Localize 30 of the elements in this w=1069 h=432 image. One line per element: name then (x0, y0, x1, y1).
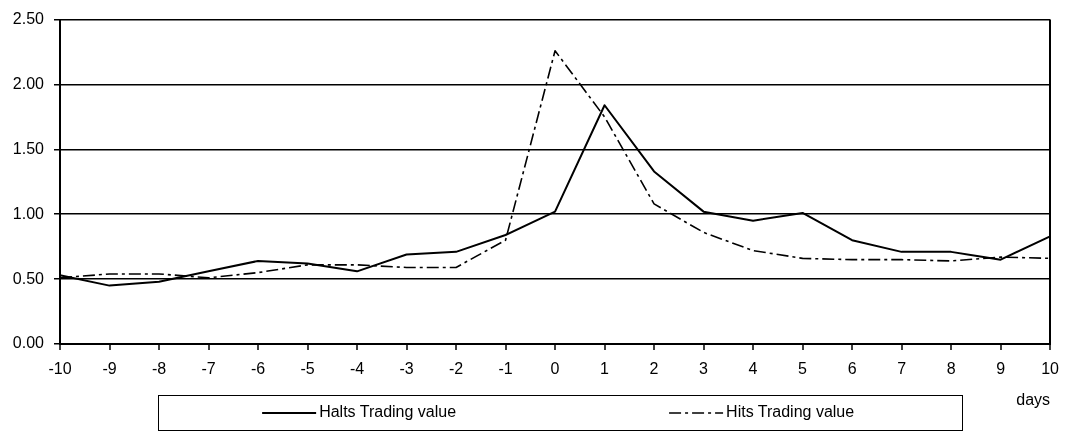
x-tick-label: 9 (996, 360, 1006, 378)
x-axis-title: days (1016, 390, 1051, 408)
x-tick-label: -6 (250, 360, 266, 378)
y-tick-label: 1.00 (12, 204, 45, 222)
x-tick-label: 0 (550, 360, 560, 378)
x-tick-label: 10 (1041, 360, 1060, 378)
y-tick-label: 1.50 (12, 139, 45, 157)
x-tick-label: 3 (699, 360, 709, 378)
x-tick-label: 6 (847, 360, 857, 378)
x-tick-label: -4 (349, 360, 365, 378)
x-tick-label: 7 (897, 360, 907, 378)
x-tick-label: -8 (151, 360, 167, 378)
x-tick-label: 1 (600, 360, 610, 378)
x-tick-label: 2 (649, 360, 659, 378)
x-tick-label: 5 (798, 360, 808, 378)
x-tick-label: 4 (748, 360, 758, 378)
y-tick-label: 0.00 (12, 334, 45, 352)
y-tick-label: 2.50 (12, 10, 45, 28)
x-tick-label: -9 (102, 360, 117, 378)
x-tick-label: -5 (300, 360, 315, 378)
x-tick-label: -1 (498, 360, 513, 378)
y-tick-label: 0.50 (12, 269, 45, 287)
legend-label: Hits Trading value (726, 403, 855, 421)
x-tick-label: -10 (48, 360, 72, 378)
x-tick-label: -7 (201, 360, 216, 378)
legend-label: Halts Trading value (319, 403, 457, 421)
x-tick-label: 8 (946, 360, 956, 378)
x-tick-label: -3 (399, 360, 414, 378)
y-tick-label: 2.00 (12, 74, 45, 92)
x-tick-label: -2 (448, 360, 464, 378)
